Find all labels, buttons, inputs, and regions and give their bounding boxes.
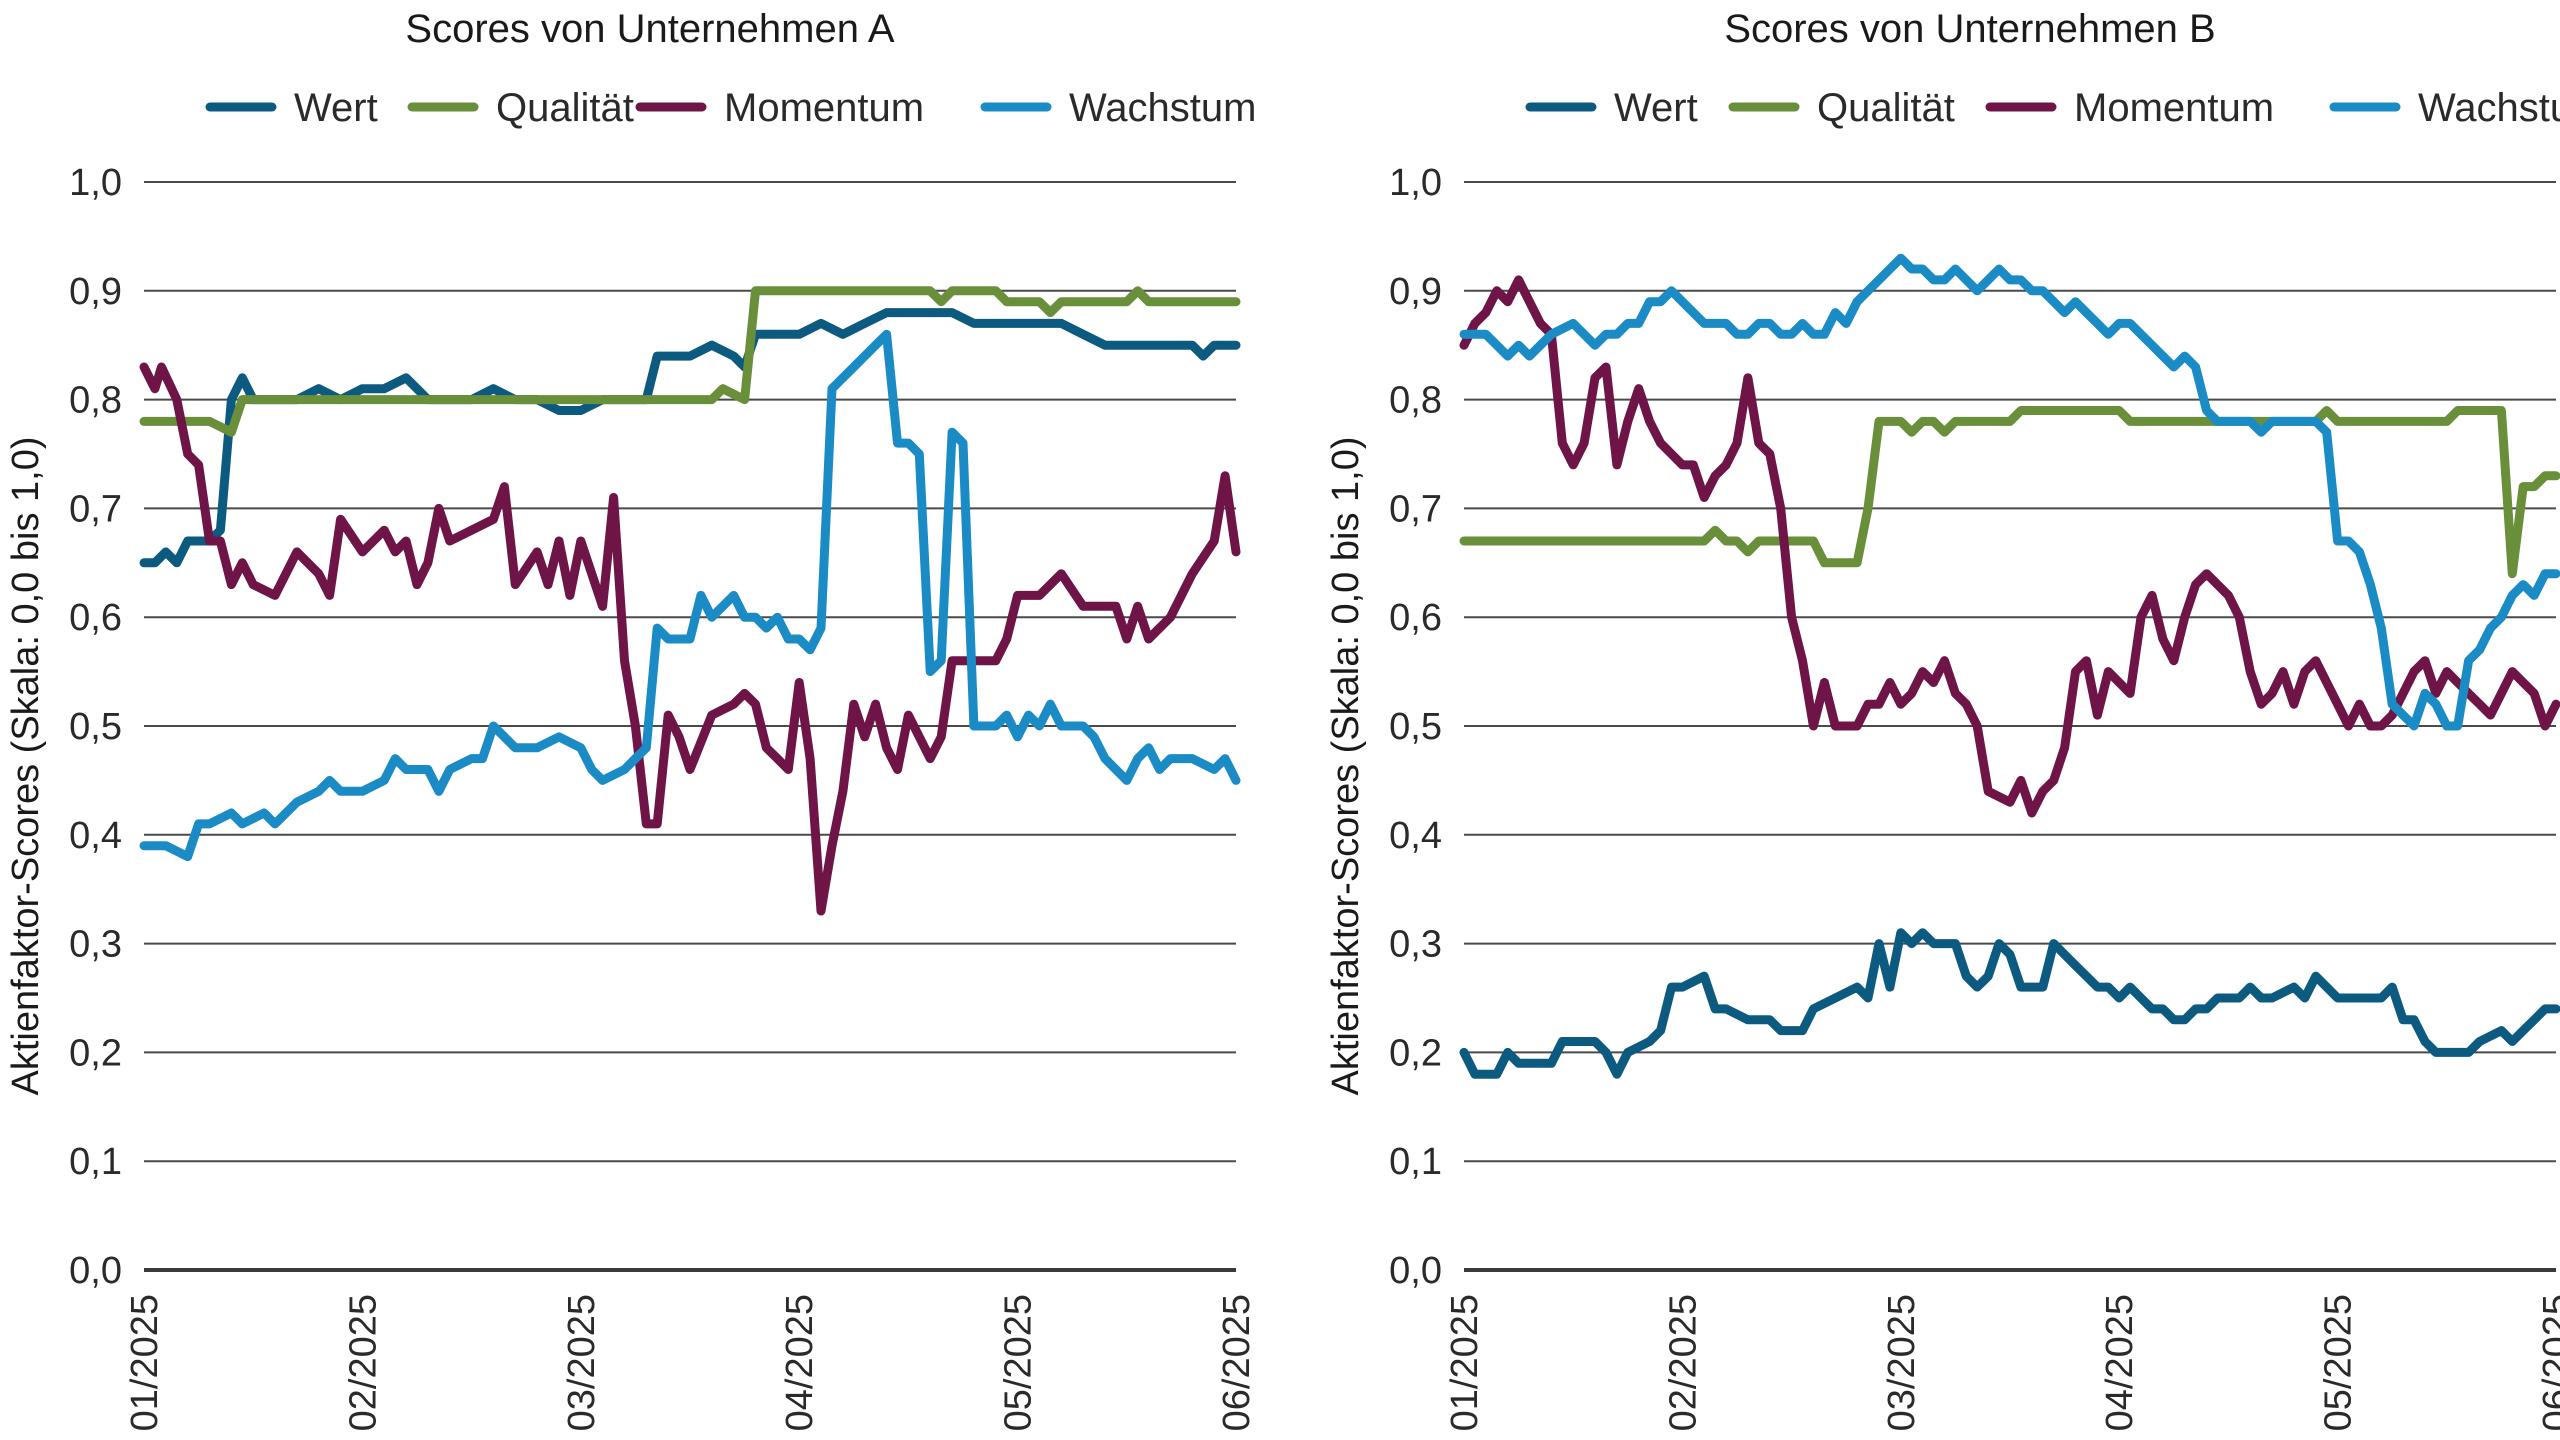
x-tick-label: 02/2025 bbox=[1662, 1294, 1704, 1431]
legend-item-wachstum: Wachstum bbox=[2329, 86, 2560, 130]
x-tick-label: 03/2025 bbox=[1881, 1294, 1923, 1431]
series-line-wachstum bbox=[1459, 253, 2560, 731]
legend-item-wert: Wert bbox=[1525, 86, 1698, 130]
legend-label-qualitaet: Qualität bbox=[496, 86, 634, 130]
y-tick-label: 0,3 bbox=[1389, 924, 1442, 966]
y-tick-label: 0,5 bbox=[69, 706, 122, 748]
legend-item-qualitaet: Qualität bbox=[407, 86, 634, 130]
y-tick-label: 0,9 bbox=[1389, 271, 1442, 313]
y-tick-label: 0,3 bbox=[69, 924, 122, 966]
x-tick-label: 06/2025 bbox=[2536, 1294, 2560, 1431]
y-tick-label: 0,9 bbox=[69, 271, 122, 313]
y-tick-label: 0,0 bbox=[69, 1250, 122, 1292]
legend-label-momentum: Momentum bbox=[724, 86, 924, 130]
series-line-qualitaet bbox=[139, 286, 1241, 437]
chart-title: Scores von Unternehmen B bbox=[1724, 7, 2215, 51]
y-axis-label: Aktienfaktor-Scores (Skala: 0,0 bis 1,0) bbox=[1325, 437, 1367, 1096]
y-tick-label: 0,7 bbox=[1389, 488, 1442, 530]
y-tick-label: 1,0 bbox=[1389, 162, 1442, 204]
y-tick-label: 0,7 bbox=[69, 488, 122, 530]
legend-label-wert: Wert bbox=[1614, 86, 1698, 130]
legend-label-wert: Wert bbox=[294, 86, 378, 130]
y-tick-label: 0,4 bbox=[69, 815, 122, 857]
y-tick-label: 1,0 bbox=[69, 162, 122, 204]
legend-label-momentum: Momentum bbox=[2074, 86, 2274, 130]
series-line-qualitaet bbox=[1459, 406, 2560, 579]
series-line-momentum bbox=[1459, 275, 2560, 818]
x-tick-label: 05/2025 bbox=[2318, 1294, 2360, 1431]
y-tick-label: 0,6 bbox=[69, 597, 122, 639]
chart-unternehmen-a: Scores von Unternehmen A Wert Qualität Mome… bbox=[5, 7, 1258, 1431]
legend-label-qualitaet: Qualität bbox=[1817, 86, 1955, 130]
y-tick-label: 0,1 bbox=[69, 1141, 122, 1183]
y-axis-label: Aktienfaktor-Scores (Skala: 0,0 bis 1,0) bbox=[5, 437, 47, 1096]
legend-item-wachstum: Wachstum bbox=[980, 86, 1256, 130]
x-tick-label: 05/2025 bbox=[998, 1294, 1040, 1431]
x-tick-label: 01/2025 bbox=[1444, 1294, 1486, 1431]
legend-label-wachstum: Wachstum bbox=[2418, 86, 2560, 130]
series-line-momentum bbox=[139, 362, 1241, 916]
chart-title: Scores von Unternehmen A bbox=[405, 7, 894, 51]
y-tick-label: 0,4 bbox=[1389, 815, 1442, 857]
legend-item-momentum: Momentum bbox=[1985, 86, 2274, 130]
series-line-wachstum bbox=[139, 329, 1241, 862]
y-tick-label: 0,0 bbox=[1389, 1250, 1442, 1292]
series-line-wert bbox=[139, 308, 1241, 568]
x-tick-label: 06/2025 bbox=[1216, 1294, 1258, 1431]
x-tick-label: 03/2025 bbox=[561, 1294, 603, 1431]
legend-item-wert: Wert bbox=[205, 86, 378, 130]
legend-item-momentum: Momentum bbox=[635, 86, 924, 130]
x-tick-label: 02/2025 bbox=[342, 1294, 384, 1431]
y-tick-label: 0,5 bbox=[1389, 706, 1442, 748]
y-tick-label: 0,1 bbox=[1389, 1141, 1442, 1183]
series-line-wert bbox=[1459, 928, 2560, 1079]
legend-label-wachstum: Wachstum bbox=[1069, 86, 1256, 130]
x-tick-label: 01/2025 bbox=[124, 1294, 166, 1431]
legend-item-qualitaet: Qualität bbox=[1728, 86, 1955, 130]
y-tick-label: 0,8 bbox=[1389, 380, 1442, 422]
y-tick-label: 0,2 bbox=[69, 1032, 122, 1074]
x-tick-label: 04/2025 bbox=[2099, 1294, 2141, 1431]
x-tick-label: 04/2025 bbox=[779, 1294, 821, 1431]
chart-unternehmen-b: Scores von Unternehmen B Wert Qualität Mome… bbox=[1325, 7, 2560, 1431]
y-tick-label: 0,2 bbox=[1389, 1032, 1442, 1074]
y-tick-label: 0,8 bbox=[69, 380, 122, 422]
y-tick-label: 0,6 bbox=[1389, 597, 1442, 639]
